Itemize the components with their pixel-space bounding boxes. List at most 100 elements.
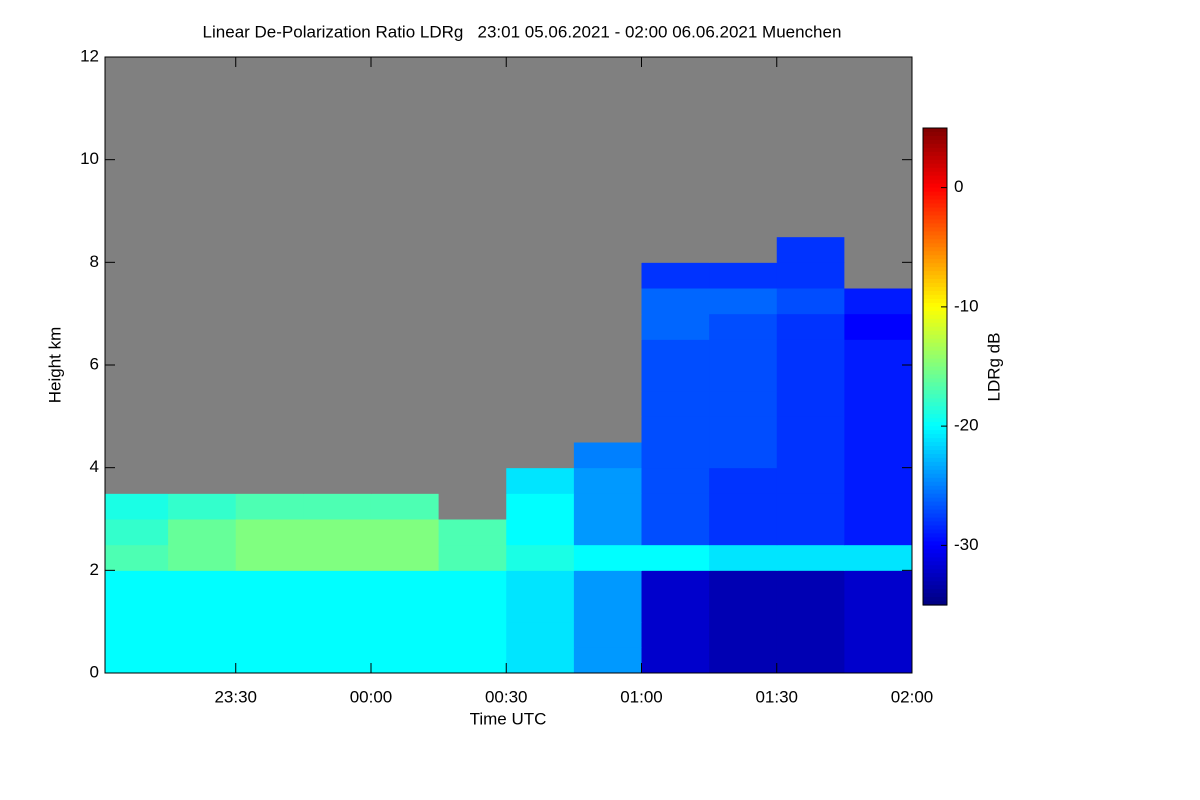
- colorbar-swatch: [923, 211, 947, 217]
- colorbar-swatch: [923, 485, 947, 491]
- heatmap-cell: [105, 467, 169, 494]
- heatmap-cell: [438, 313, 507, 340]
- heatmap-cell: [641, 57, 710, 84]
- heatmap-cell: [776, 596, 845, 623]
- colorbar-label: LDRg dB: [984, 333, 1003, 402]
- heatmap-cell: [105, 390, 169, 417]
- heatmap-cell: [641, 647, 710, 673]
- colorbar-swatch: [923, 533, 947, 539]
- heatmap-cell: [641, 185, 710, 212]
- heatmap-cell: [709, 519, 778, 546]
- heatmap-cell: [641, 493, 710, 520]
- colorbar-swatch: [923, 422, 947, 427]
- colorbar-swatch: [923, 251, 947, 256]
- colorbar-swatch: [923, 370, 947, 376]
- heatmap-cell: [438, 82, 507, 109]
- heatmap-cell: [776, 442, 845, 469]
- heatmap-cell: [438, 544, 507, 571]
- heatmap-cell: [303, 185, 372, 212]
- heatmap-cell: [844, 390, 912, 417]
- colorbar-swatch: [923, 410, 947, 415]
- heatmap-cell: [709, 544, 778, 571]
- heatmap-cell: [370, 288, 440, 315]
- y-tick-label: 4: [90, 457, 99, 476]
- heatmap-cell: [776, 57, 845, 84]
- heatmap-cell: [506, 57, 575, 84]
- heatmap-cell: [506, 365, 575, 392]
- heatmap-cell: [105, 647, 169, 673]
- colorbar-swatch: [923, 509, 947, 515]
- heatmap-cell: [438, 365, 507, 392]
- colorbar-swatch: [923, 283, 947, 288]
- colorbar-swatch: [923, 529, 947, 535]
- heatmap-cell: [709, 365, 778, 392]
- heatmap-cell: [709, 390, 778, 417]
- heatmap-cell: [370, 390, 440, 417]
- heatmap-cell: [776, 339, 845, 366]
- heatmap-cell: [370, 570, 440, 597]
- colorbar-swatch: [923, 549, 947, 554]
- heatmap-cell: [105, 570, 169, 597]
- colorbar-swatch: [923, 147, 947, 153]
- heatmap-cell: [709, 596, 778, 623]
- colorbar-swatch: [923, 426, 947, 431]
- heatmap-cell: [235, 467, 304, 494]
- colorbar-swatch: [923, 601, 947, 606]
- colorbar-swatch: [923, 139, 947, 145]
- heatmap-cell: [235, 288, 304, 315]
- heatmap-cell: [438, 288, 507, 315]
- heatmap-cell: [370, 493, 440, 520]
- heatmap-cell: [776, 493, 845, 520]
- colorbar-swatch: [923, 155, 947, 161]
- colorbar-swatch: [923, 378, 947, 383]
- heatmap-cell: [776, 647, 845, 673]
- y-axis-label: Height km: [45, 327, 64, 404]
- heatmap-cell: [641, 416, 710, 443]
- colorbar-swatch: [923, 159, 947, 165]
- y-tick-label: 2: [90, 560, 99, 579]
- colorbar-swatch: [923, 243, 947, 248]
- colorbar-swatch: [923, 306, 947, 312]
- colorbar-swatch: [923, 279, 947, 284]
- heatmap-cell: [776, 82, 845, 109]
- heatmap-cell: [235, 134, 304, 161]
- colorbar-swatch: [923, 326, 947, 332]
- heatmap-cell: [168, 442, 237, 469]
- colorbar-swatch: [923, 545, 947, 550]
- heatmap-cell: [105, 493, 169, 520]
- colorbar-swatch: [923, 350, 947, 356]
- heatmap-cell: [303, 596, 372, 623]
- heatmap-cell: [844, 339, 912, 366]
- heatmap-cell: [168, 134, 237, 161]
- colorbar-swatch: [923, 263, 947, 268]
- heatmap-cell: [709, 159, 778, 186]
- colorbar-swatch: [923, 338, 947, 344]
- colorbar-swatch: [923, 151, 947, 157]
- x-tick-label: 00:30: [485, 687, 528, 706]
- colorbar-swatch: [923, 346, 947, 352]
- heatmap-cell: [105, 57, 169, 84]
- heatmap-cell: [438, 57, 507, 84]
- heatmap-cell: [303, 467, 372, 494]
- colorbar-swatch: [923, 577, 947, 582]
- heatmap-cell: [776, 288, 845, 315]
- heatmap-cell: [506, 236, 575, 263]
- heatmap-cell: [235, 416, 304, 443]
- heatmap-cell: [641, 390, 710, 417]
- heatmap-cell: [506, 519, 575, 546]
- heatmap-cell: [303, 211, 372, 238]
- heatmap-cell: [303, 365, 372, 392]
- heatmap-cell: [641, 519, 710, 546]
- heatmap-cell: [709, 57, 778, 84]
- heatmap-cell: [168, 236, 237, 263]
- heatmap-cell: [168, 57, 237, 84]
- heatmap-cell: [105, 365, 169, 392]
- x-tick-label: 00:00: [350, 687, 393, 706]
- x-tick-label: 01:30: [755, 687, 798, 706]
- heatmap-cell: [506, 159, 575, 186]
- heatmap-cell: [776, 416, 845, 443]
- heatmap-cell: [844, 57, 912, 84]
- colorbar-swatch: [923, 302, 947, 308]
- heatmap-cell: [709, 108, 778, 135]
- heatmap-cell: [709, 621, 778, 648]
